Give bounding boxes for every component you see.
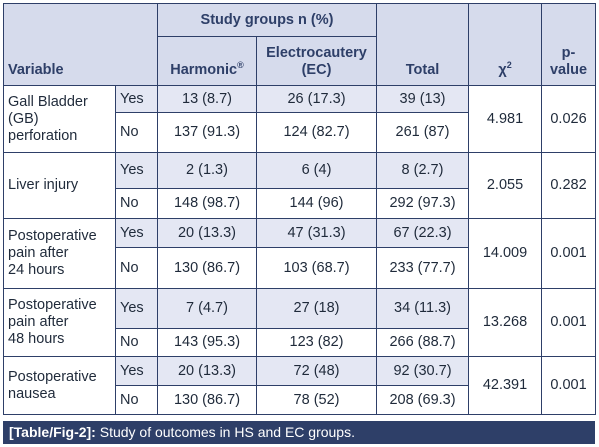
table-row: No 130 (86.7) 78 (52) 208 (69.3) — [4, 385, 596, 415]
column-header-p-value: p-value — [541, 3, 597, 86]
harmonic-value: 2 (1.3) — [157, 152, 257, 189]
total-value: 8 (2.7) — [376, 152, 470, 189]
chi-symbol: χ — [498, 62, 507, 78]
total-value: 261 (87) — [376, 112, 470, 153]
table-body: Gall Bladder (GB) perforation Yes 13 (8.7) 26… — [3, 85, 597, 415]
ec-value: 47 (31.3) — [255, 218, 378, 248]
harmonic-value: 137 (91.3) — [157, 112, 257, 153]
harmonic-value: 148 (98.7) — [157, 188, 257, 219]
table-row: No 137 (91.3) 124 (82.7) 261 (87) — [4, 112, 596, 153]
chi-square-value: 14.009 — [468, 218, 543, 289]
table-row: Liver injury Yes 2 (1.3) 6 (4) 8 (2.7) 2.055 0… — [3, 152, 597, 219]
p-value: 0.001 — [541, 218, 597, 289]
total-value: 233 (77.7) — [376, 247, 470, 289]
column-header-electrocautery: Electrocautery (EC) — [255, 36, 378, 86]
variable-cell: Postoperative pain after 24 hours — [3, 218, 116, 289]
column-header-harmonic: Harmonic® — [157, 36, 257, 86]
harmonic-value: 20 (13.3) — [157, 218, 257, 248]
no-label: No — [115, 188, 158, 219]
total-value: 92 (30.7) — [376, 356, 470, 386]
p-value: 0.026 — [541, 85, 597, 153]
table-row: No 143 (95.3) 123 (82) 266 (88.7) — [4, 328, 596, 357]
variable-line: 48 hours — [8, 331, 65, 347]
ec-value: 72 (48) — [255, 356, 378, 386]
variable-cell: Postoperative pain after 48 hours — [3, 288, 116, 357]
variable-line: Postoperative — [8, 368, 97, 385]
registered-mark: ® — [237, 60, 244, 71]
p-value-line1: p- — [561, 45, 576, 61]
column-header-variable: Variable — [3, 3, 158, 86]
p-value: 0.001 — [541, 356, 597, 415]
total-value: 67 (22.3) — [376, 218, 470, 248]
column-header-chi-square: χ2 — [468, 3, 543, 86]
chi-square-value: 4.981 — [468, 85, 543, 153]
variable-line: nausea — [8, 385, 56, 402]
variable-line: perforation — [8, 127, 78, 144]
variable-line: (GB) — [8, 110, 39, 127]
ec-value: 144 (96) — [255, 188, 378, 219]
caption-text: Study of outcomes in HS and EC groups. — [95, 424, 355, 440]
chi-square-value: 42.391 — [468, 356, 543, 415]
table-row: Gall Bladder (GB) perforation Yes 13 (8.7) 26… — [3, 85, 597, 153]
harmonic-value: 20 (13.3) — [157, 356, 257, 386]
total-value: 266 (88.7) — [376, 328, 470, 357]
harmonic-label: Harmonic — [170, 62, 238, 78]
table-row: Postoperative nausea Yes 20 (13.3) 72 (48) 92… — [3, 356, 597, 415]
variable-line: Postoperative — [8, 297, 97, 313]
ec-value: 6 (4) — [255, 152, 378, 189]
electrocautery-line1: Electrocautery — [266, 45, 367, 61]
ec-value: 78 (52) — [255, 385, 378, 415]
yes-label: Yes — [115, 288, 158, 329]
variable-line: pain after — [8, 314, 69, 330]
table-row: No 130 (86.7) 103 (68.7) 233 (77.7) — [4, 247, 596, 289]
no-label: No — [115, 385, 158, 415]
variable-cell: Liver injury — [3, 152, 116, 219]
variable-line: Liver injury — [8, 177, 79, 193]
yes-label: Yes — [115, 152, 158, 189]
harmonic-value: 7 (4.7) — [157, 288, 257, 329]
variable-line: pain after — [8, 245, 69, 261]
electrocautery-line2: (EC) — [301, 62, 332, 78]
table-row: No 148 (98.7) 144 (96) 292 (97.3) — [4, 188, 596, 219]
variable-line: Postoperative — [8, 228, 97, 244]
no-label: No — [115, 328, 158, 357]
outcomes-table: Variable Study groups n (%) Total χ2 p-v… — [3, 3, 597, 415]
total-value: 292 (97.3) — [376, 188, 470, 219]
p-value: 0.001 — [541, 288, 597, 357]
chi-square-value: 2.055 — [468, 152, 543, 219]
table-caption: [Table/Fig-2]: Study of outcomes in HS a… — [3, 421, 595, 444]
ec-value: 123 (82) — [255, 328, 378, 357]
yes-label: Yes — [115, 218, 158, 248]
no-label: No — [115, 247, 158, 289]
p-value: 0.282 — [541, 152, 597, 219]
table-row: Postoperative pain after 48 hours Yes 7 (4.7… — [3, 288, 597, 357]
chi-exponent: 2 — [506, 60, 512, 71]
no-label: No — [115, 112, 158, 153]
table-row: Postoperative pain after 24 hours Yes 20 (13… — [3, 218, 597, 289]
ec-value: 103 (68.7) — [255, 247, 378, 289]
variable-cell: Gall Bladder (GB) perforation — [3, 85, 116, 153]
yes-label: Yes — [115, 356, 158, 386]
total-value: 39 (13) — [376, 85, 470, 113]
harmonic-value: 143 (95.3) — [157, 328, 257, 357]
harmonic-value: 13 (8.7) — [157, 85, 257, 113]
column-header-total: Total — [376, 3, 470, 86]
total-value: 208 (69.3) — [376, 385, 470, 415]
variable-line: Gall Bladder — [8, 93, 88, 110]
harmonic-value: 130 (86.7) — [157, 247, 257, 289]
total-value: 34 (11.3) — [376, 288, 470, 329]
ec-value: 26 (17.3) — [255, 85, 378, 113]
p-value-line2: value — [549, 62, 588, 78]
variable-cell: Postoperative nausea — [3, 356, 116, 415]
column-header-study-groups: Study groups n (%) — [156, 3, 378, 37]
yes-label: Yes — [115, 85, 158, 113]
ec-value: 27 (18) — [255, 288, 378, 329]
caption-tag: [Table/Fig-2]: — [9, 424, 96, 440]
ec-value: 124 (82.7) — [255, 112, 378, 153]
harmonic-value: 130 (86.7) — [157, 385, 257, 415]
chi-square-value: 13.268 — [468, 288, 543, 357]
variable-line: 24 hours — [8, 262, 65, 278]
